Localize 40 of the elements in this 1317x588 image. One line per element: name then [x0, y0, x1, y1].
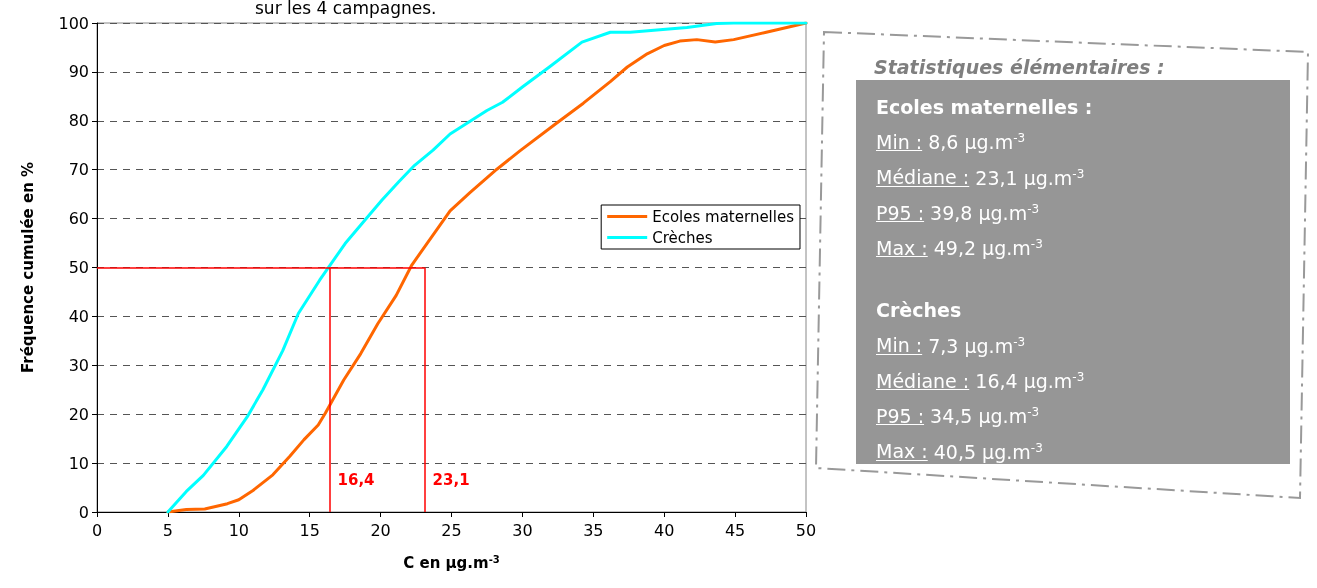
x-tick-label: 10 [228, 520, 249, 540]
x-tick-label: 40 [654, 520, 675, 540]
x-tick-label: 35 [583, 520, 604, 540]
text: Max : 49,2 µg.m$^{-3}$ [876, 236, 1043, 260]
text: Max : 40,5 µg.m$^{-3}$ [876, 440, 1043, 463]
y-tick-label: 80 [68, 111, 89, 131]
x-tick-label: 20 [370, 520, 391, 540]
text: P95 : 39,8 µg.m$^{-3}$ [876, 201, 1040, 224]
y-tick-label: 60 [68, 209, 89, 229]
text: Crèches [876, 298, 963, 324]
legend-label: Crèches [652, 228, 713, 247]
chart-title: sur les 4 campagnes. [255, 0, 437, 18]
x-tick-label: 5 [162, 520, 173, 540]
y-tick-label: 70 [68, 160, 89, 180]
x-tick-label: 50 [795, 520, 817, 540]
x-tick-label: 45 [724, 520, 746, 540]
x-tick-label: 30 [512, 520, 533, 540]
y-axis-title: Fréquence cumulée en % [18, 161, 37, 374]
line-series [166, 21, 808, 514]
y-tick-label: 30 [68, 355, 89, 375]
text: Statistiques élémentaires : [874, 56, 1165, 78]
y-tick-label: 50 [68, 258, 89, 277]
x-tick-label: 0 [91, 520, 103, 540]
text: Médiane : 16,4 µg.m$^{-3}$ [876, 369, 1085, 392]
ref-line-label: 16,4 [337, 470, 375, 489]
ref-line-label: 23,1 [432, 470, 470, 489]
y-tick-label: 10 [68, 453, 89, 473]
y-tick-label: 90 [68, 62, 89, 82]
y-tick-label: 100 [58, 13, 89, 33]
text: Ecoles maternelles : [876, 95, 1094, 120]
y-tick-label: 20 [68, 404, 89, 424]
y-tick-label: 0 [78, 502, 89, 522]
x-tick-label: 25 [441, 520, 462, 540]
text: P95 : 34,5 µg.m$^{-3}$ [876, 404, 1040, 428]
x-tick-label: 15 [299, 520, 320, 540]
text: Médiane : 23,1 µg.m$^{-3}$ [876, 166, 1085, 189]
y-tick-label: 40 [68, 306, 89, 326]
text: Min : 8,6 µg.m$^{-3}$ [876, 131, 1026, 154]
text: Min : 7,3 µg.m$^{-3}$ [876, 334, 1026, 357]
legend-label: Ecoles maternelles [652, 207, 795, 226]
